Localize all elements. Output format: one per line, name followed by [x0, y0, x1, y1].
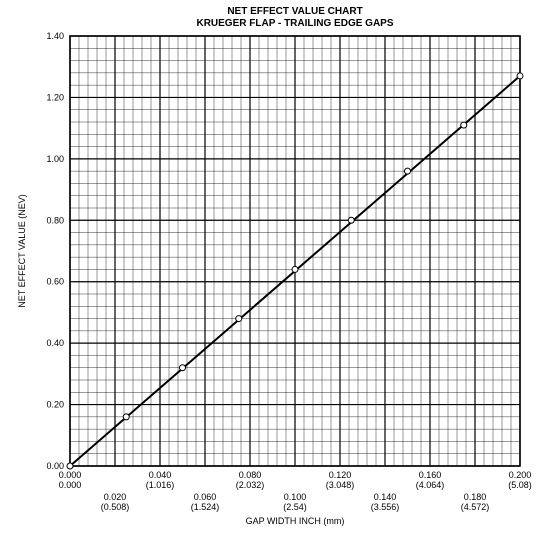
x-tick-inch: 0.180	[464, 492, 487, 502]
x-tick-inch: 0.120	[329, 470, 352, 480]
data-marker	[348, 217, 354, 223]
x-tick-inch: 0.100	[284, 492, 307, 502]
data-marker	[180, 365, 186, 371]
x-tick-inch: 0.140	[374, 492, 397, 502]
y-tick-label: 1.40	[46, 31, 64, 41]
y-axis-label: NET EFFECT VALUE (NEV)	[17, 194, 27, 308]
x-tick-inch: 0.200	[509, 470, 532, 480]
x-tick-mm: (0.508)	[101, 502, 130, 512]
data-marker	[292, 266, 298, 272]
x-tick-mm: (1.524)	[191, 502, 220, 512]
x-tick-mm: (3.048)	[326, 480, 355, 490]
x-tick-mm: (2.54)	[283, 502, 307, 512]
data-marker	[517, 73, 523, 79]
y-tick-label: 1.20	[46, 92, 64, 102]
x-tick-mm: (2.032)	[236, 480, 265, 490]
data-marker	[461, 122, 467, 128]
x-tick-inch: 0.080	[239, 470, 262, 480]
data-marker	[67, 463, 73, 469]
chart-title-2: KRUEGER FLAP - TRAILING EDGE GAPS	[196, 18, 393, 29]
x-tick-mm: 0.000	[59, 480, 82, 490]
chart-title-1: NET EFFECT VALUE CHART	[227, 6, 362, 17]
x-tick-mm: (3.556)	[371, 502, 400, 512]
data-marker	[405, 168, 411, 174]
x-tick-mm: (1.016)	[146, 480, 175, 490]
data-marker	[123, 414, 129, 420]
y-tick-label: 0.20	[46, 400, 64, 410]
x-tick-mm: (4.572)	[461, 502, 490, 512]
x-tick-mm: (4.064)	[416, 480, 445, 490]
x-axis-label: GAP WIDTH INCH (mm)	[246, 516, 345, 526]
x-tick-inch: 0.000	[59, 470, 82, 480]
y-tick-label: 0.40	[46, 338, 64, 348]
x-tick-inch: 0.060	[194, 492, 217, 502]
x-tick-mm: (5.08)	[508, 480, 532, 490]
y-tick-label: 0.60	[46, 277, 64, 287]
y-tick-label: 1.00	[46, 154, 64, 164]
x-tick-inch: 0.040	[149, 470, 172, 480]
nev-chart: NET EFFECT VALUE CHARTKRUEGER FLAP - TRA…	[0, 0, 553, 553]
x-tick-inch: 0.160	[419, 470, 442, 480]
chart-page: NET EFFECT VALUE CHARTKRUEGER FLAP - TRA…	[0, 0, 553, 553]
data-marker	[236, 316, 242, 322]
x-tick-inch: 0.020	[104, 492, 127, 502]
y-tick-label: 0.80	[46, 215, 64, 225]
